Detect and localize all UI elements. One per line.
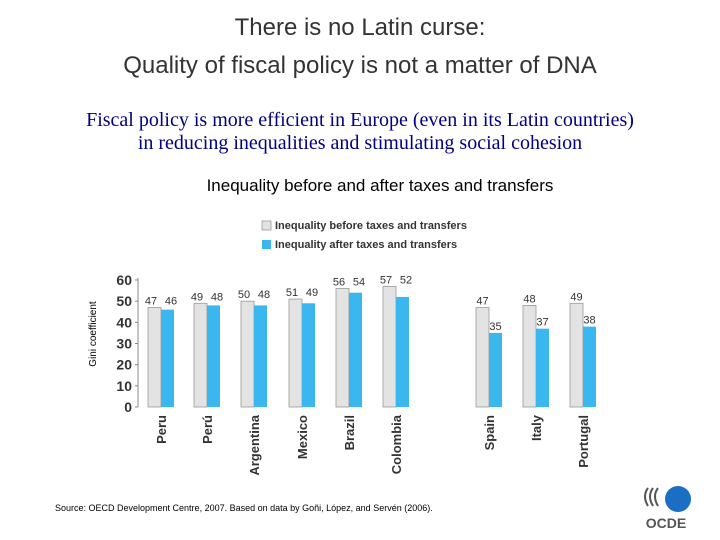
data-label-before: 47 — [476, 296, 488, 308]
oecd-logo: OCDE — [644, 486, 691, 531]
legend-swatch-after — [262, 240, 271, 249]
y-tick-label: 40 — [116, 314, 132, 330]
bar-before — [240, 300, 255, 408]
data-label-before: 49 — [191, 291, 203, 303]
data-label-before: 56 — [333, 276, 345, 288]
bar-after — [536, 328, 549, 407]
data-label-after: 49 — [306, 287, 318, 299]
data-label-after: 48 — [211, 291, 223, 303]
source-note: Source: OECD Development Centre, 2007. B… — [55, 503, 433, 513]
data-label-after: 46 — [165, 296, 177, 308]
bar-before — [335, 288, 350, 408]
data-label-before: 49 — [570, 291, 582, 303]
chart-title: Inequality before and after taxes and tr… — [206, 176, 554, 195]
y-tick-label: 50 — [116, 293, 132, 309]
data-label-after: 38 — [583, 315, 595, 327]
slide-title-line-2: Quality of fiscal policy is not a matter… — [123, 52, 597, 79]
data-label-before: 48 — [523, 293, 535, 305]
data-label-after: 48 — [258, 289, 270, 301]
data-label-before: 50 — [238, 289, 250, 301]
bar-before — [382, 285, 397, 408]
bar-before — [147, 307, 162, 408]
x-category-label: Brazil — [342, 415, 357, 450]
x-category-label: Portugal — [576, 415, 591, 468]
data-label-before: 51 — [286, 287, 298, 299]
y-tick-label: 60 — [116, 272, 132, 288]
bar-after — [349, 292, 362, 407]
data-label-after: 35 — [489, 321, 501, 333]
bar-before — [569, 302, 584, 408]
legend-label-after: Inequality after taxes and transfers — [275, 239, 457, 251]
bar-before — [288, 298, 303, 408]
data-label-before: 57 — [380, 274, 392, 286]
y-axis-label: Gini coefficient — [88, 301, 99, 367]
bar-after — [302, 303, 315, 407]
bar-after — [161, 309, 174, 407]
bar-after — [207, 305, 220, 407]
subtitle-line-2: in reducing inequalities and stimulating… — [137, 132, 583, 154]
x-category-label: Italy — [529, 414, 544, 441]
bar-after — [583, 326, 596, 407]
x-category-label: Colombia — [389, 414, 404, 474]
x-category-label: Spain — [482, 415, 497, 450]
x-category-label: Peru — [154, 415, 169, 444]
y-tick-label: 10 — [116, 378, 132, 394]
x-category-label: Mexico — [295, 415, 310, 459]
data-label-after: 54 — [353, 276, 365, 288]
oecd-emblem-icon — [644, 486, 691, 512]
data-label-before: 47 — [145, 296, 157, 308]
subtitle-line-1: Fiscal policy is more efficient in Europ… — [86, 109, 634, 131]
y-tick-label: 30 — [116, 336, 132, 352]
x-category-label: Argentina — [247, 414, 262, 475]
x-category-label: Perú — [200, 415, 215, 444]
data-label-after: 37 — [536, 317, 548, 329]
slide-title-line-1: There is no Latin curse: — [234, 14, 486, 41]
bar-before — [475, 307, 490, 408]
legend-swatch-before — [261, 220, 272, 231]
bar-after — [254, 305, 267, 407]
y-tick-label: 0 — [124, 399, 132, 415]
bar-after — [396, 296, 409, 407]
legend-label-before: Inequality before taxes and transfers — [275, 220, 467, 232]
bar-after — [489, 332, 502, 407]
data-label-after: 52 — [400, 274, 412, 286]
oecd-logo-text: OCDE — [646, 515, 686, 531]
y-tick-label: 20 — [116, 357, 132, 373]
bar-before — [193, 302, 208, 408]
bar-before — [522, 304, 537, 408]
